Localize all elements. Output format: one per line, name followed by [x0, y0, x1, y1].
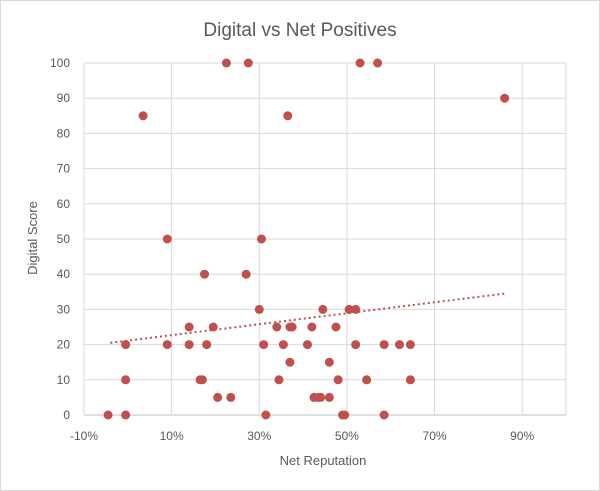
- data-point: [184, 340, 194, 350]
- data-point: [162, 234, 172, 244]
- x-tick-label: 50%: [335, 429, 359, 443]
- data-point: [241, 269, 251, 279]
- data-point: [379, 340, 389, 350]
- data-point: [302, 340, 312, 350]
- chart-title: Digital vs Net Positives: [203, 20, 396, 41]
- data-point: [351, 304, 361, 314]
- data-point: [254, 304, 264, 314]
- data-point: [355, 58, 365, 68]
- y-tick-label: 100: [50, 56, 70, 70]
- data-point: [307, 322, 317, 332]
- data-point: [351, 340, 361, 350]
- data-point: [405, 375, 415, 385]
- data-point: [243, 58, 253, 68]
- data-point: [103, 410, 113, 420]
- data-point: [285, 357, 295, 367]
- data-point: [208, 322, 218, 332]
- data-point: [213, 392, 223, 402]
- data-point: [121, 340, 131, 350]
- x-tick-label: 90%: [510, 429, 534, 443]
- gridlines: [83, 62, 567, 416]
- data-point: [274, 375, 284, 385]
- data-point: [197, 375, 207, 385]
- y-tick-label: 80: [57, 126, 71, 140]
- y-tick-label: 90: [57, 91, 71, 105]
- y-tick-label: 10: [57, 373, 71, 387]
- data-point: [261, 410, 271, 420]
- y-tick-label: 70: [57, 162, 71, 176]
- y-tick-label: 30: [57, 302, 71, 316]
- x-axis-label: Net Reputation: [280, 453, 367, 468]
- data-point: [121, 375, 131, 385]
- data-point: [184, 322, 194, 332]
- data-point: [344, 304, 354, 314]
- data-point: [259, 340, 269, 350]
- x-tick-label: 10%: [160, 429, 184, 443]
- x-tick-labels: -10% 10% 30% 50% 70% 90%: [70, 429, 535, 443]
- data-point: [226, 392, 236, 402]
- x-tick-label: -10%: [70, 429, 98, 443]
- data-point: [283, 111, 293, 121]
- data-point: [324, 392, 334, 402]
- data-point: [256, 234, 266, 244]
- data-point: [362, 375, 372, 385]
- data-point: [394, 340, 404, 350]
- trendline-group: [110, 292, 505, 344]
- data-point: [287, 322, 297, 332]
- data-point: [138, 111, 148, 121]
- y-axis-label: Digital Score: [25, 201, 40, 275]
- data-point: [500, 93, 510, 103]
- trendline: [110, 292, 505, 344]
- y-tick-label: 0: [63, 408, 70, 422]
- data-point: [200, 269, 209, 279]
- data-point: [202, 340, 212, 350]
- y-tick-label: 40: [57, 267, 71, 281]
- data-point: [379, 410, 389, 420]
- data-point: [331, 322, 341, 332]
- y-tick-label: 60: [57, 197, 71, 211]
- data-point: [221, 58, 231, 68]
- y-tick-labels: 0 10 20 30 40 50 60 70 80 90 100: [50, 56, 70, 422]
- data-point: [162, 340, 172, 350]
- data-points: [103, 58, 510, 420]
- data-point: [121, 410, 131, 420]
- data-point: [405, 340, 415, 350]
- data-point: [340, 410, 350, 420]
- x-tick-label: 30%: [247, 429, 271, 443]
- data-point: [373, 58, 383, 68]
- x-tick-label: 70%: [423, 429, 447, 443]
- data-point: [333, 375, 343, 385]
- data-point: [272, 322, 282, 332]
- data-point: [318, 304, 328, 314]
- data-point: [278, 340, 288, 350]
- y-tick-label: 20: [57, 338, 71, 352]
- data-point: [324, 357, 334, 367]
- data-point: [316, 392, 326, 402]
- y-tick-label: 50: [57, 232, 71, 246]
